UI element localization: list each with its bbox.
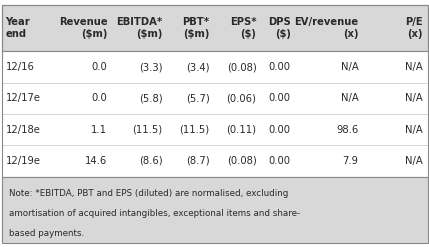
Text: amortisation of acquired intangibles, exceptional items and share-: amortisation of acquired intangibles, ex… xyxy=(9,208,300,218)
Text: Note: *EBITDA, PBT and EPS (diluted) are normalised, excluding: Note: *EBITDA, PBT and EPS (diluted) are… xyxy=(9,188,288,198)
Text: P/E
(x): P/E (x) xyxy=(405,17,423,39)
Text: 0.00: 0.00 xyxy=(269,62,290,72)
Text: N/A: N/A xyxy=(341,62,359,72)
Bar xyxy=(2,145,428,177)
Text: EPS*
($): EPS* ($) xyxy=(230,17,257,39)
Text: 0.0: 0.0 xyxy=(92,62,107,72)
Text: N/A: N/A xyxy=(405,156,423,166)
Text: 0.00: 0.00 xyxy=(269,156,290,166)
Text: Year
end: Year end xyxy=(6,17,30,39)
Text: (0.08): (0.08) xyxy=(227,156,257,166)
Bar xyxy=(2,177,428,243)
Text: 0.00: 0.00 xyxy=(269,125,290,135)
Text: (3.4): (3.4) xyxy=(186,62,210,72)
Text: 1.1: 1.1 xyxy=(91,125,107,135)
Bar xyxy=(2,83,428,114)
Text: 0.00: 0.00 xyxy=(269,93,290,103)
Text: (5.7): (5.7) xyxy=(186,93,210,103)
Bar xyxy=(2,5,428,177)
Text: PBT*
($m): PBT* ($m) xyxy=(182,17,210,39)
Text: (11.5): (11.5) xyxy=(179,125,210,135)
Text: EBITDA*
($m): EBITDA* ($m) xyxy=(116,17,163,39)
Text: (11.5): (11.5) xyxy=(133,125,163,135)
Bar xyxy=(2,51,428,83)
Text: (8.6): (8.6) xyxy=(139,156,163,166)
Text: N/A: N/A xyxy=(341,93,359,103)
Text: (0.06): (0.06) xyxy=(227,93,257,103)
Text: 12/19e: 12/19e xyxy=(6,156,41,166)
Text: (0.08): (0.08) xyxy=(227,62,257,72)
Text: EV/revenue
(x): EV/revenue (x) xyxy=(295,17,359,39)
Text: (5.8): (5.8) xyxy=(139,93,163,103)
Text: 12/18e: 12/18e xyxy=(6,125,40,135)
Text: 12/16: 12/16 xyxy=(6,62,34,72)
Text: based payments.: based payments. xyxy=(9,229,84,238)
Text: N/A: N/A xyxy=(405,125,423,135)
Text: N/A: N/A xyxy=(405,62,423,72)
Text: DPS
($): DPS ($) xyxy=(268,17,290,39)
Bar xyxy=(2,5,428,51)
Text: (3.3): (3.3) xyxy=(139,62,163,72)
Text: Revenue
($m): Revenue ($m) xyxy=(59,17,107,39)
Text: 98.6: 98.6 xyxy=(336,125,359,135)
Text: N/A: N/A xyxy=(405,93,423,103)
Bar xyxy=(2,114,428,145)
Text: 14.6: 14.6 xyxy=(85,156,107,166)
Text: (8.7): (8.7) xyxy=(186,156,210,166)
Text: 7.9: 7.9 xyxy=(343,156,359,166)
Text: 12/17e: 12/17e xyxy=(6,93,41,103)
Text: 0.0: 0.0 xyxy=(92,93,107,103)
Text: (0.11): (0.11) xyxy=(227,125,257,135)
